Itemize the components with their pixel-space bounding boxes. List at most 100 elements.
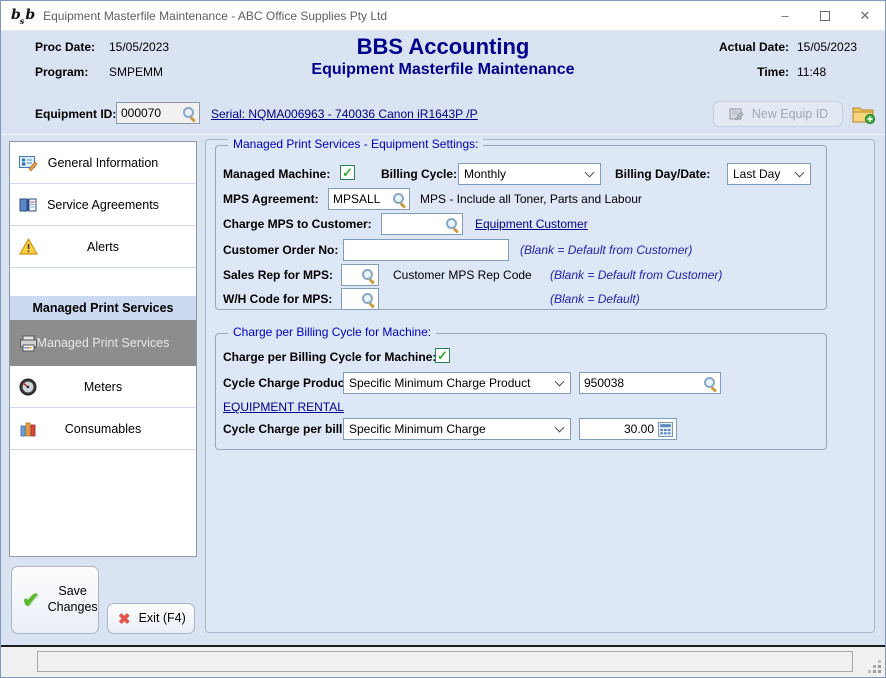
title-bar: bsb Equipment Masterfile Maintenance - A… xyxy=(1,1,885,31)
sidebar-nav: General Information Service Agreements xyxy=(9,141,197,557)
search-icon[interactable] xyxy=(361,292,375,306)
open-folder-button[interactable] xyxy=(851,102,877,126)
sidebar-item-label: Consumables xyxy=(64,421,142,436)
sidebar-item-consumables[interactable]: Consumables xyxy=(10,408,196,450)
sidebar-item-alerts[interactable]: Alerts xyxy=(10,226,196,268)
proc-date-label: Proc Date: xyxy=(35,40,96,54)
sidebar-item-managed-print-services[interactable]: Managed Print Services xyxy=(10,320,196,366)
maximize-icon xyxy=(820,10,830,21)
exit-label: Exit (F4) xyxy=(138,610,186,625)
proc-date-value: 15/05/2023 xyxy=(109,40,170,54)
search-icon[interactable] xyxy=(703,376,717,390)
sidebar-item-meters[interactable]: Meters xyxy=(10,366,196,408)
billing-day-select[interactable]: Last Day xyxy=(727,163,811,185)
sales-rep-hint: (Blank = Default from Customer) xyxy=(550,268,723,282)
customer-order-hint: (Blank = Default from Customer) xyxy=(520,243,693,257)
close-button[interactable]: ✕ xyxy=(845,1,885,30)
gauge-icon xyxy=(18,377,38,397)
sales-rep-desc: Customer MPS Rep Code xyxy=(393,268,532,282)
cycle-charge-product-select[interactable]: Specific Minimum Charge Product xyxy=(343,372,571,394)
customer-order-label: Customer Order No: xyxy=(223,243,339,257)
equipment-id-field[interactable] xyxy=(116,102,200,124)
cycle-charge-checkbox[interactable] xyxy=(435,348,450,363)
charge-mps-input[interactable] xyxy=(386,217,445,231)
equipment-customer-link[interactable]: Equipment Customer xyxy=(475,217,588,231)
time-label: Time: xyxy=(757,65,789,79)
sales-rep-input[interactable] xyxy=(346,268,361,282)
managed-machine-label: Managed Machine: xyxy=(223,167,331,181)
header-right: Actual Date: 15/05/2023 Time: 11:48 xyxy=(719,40,869,79)
sidebar-item-label: Service Agreements xyxy=(47,197,159,212)
actual-date-value: 15/05/2023 xyxy=(797,40,858,54)
sidebar-item-label: General Information xyxy=(47,155,159,170)
cycle-charge-per-bill-field[interactable] xyxy=(579,418,677,440)
time-value: 11:48 xyxy=(797,65,827,79)
charge-mps-field[interactable] xyxy=(381,213,463,235)
x-icon: ✖ xyxy=(118,610,131,628)
equipment-id-input[interactable] xyxy=(121,106,182,120)
program-value: SMPEMM xyxy=(109,65,163,79)
cycle-charge-per-bill-input[interactable] xyxy=(584,422,654,436)
serial-link[interactable]: Serial: NQMA006963 - 740036 Canon iR1643… xyxy=(211,107,478,121)
header-left: Proc Date: 15/05/2023 Program: SMPEMM xyxy=(35,40,169,79)
program-label: Program: xyxy=(35,65,89,79)
sidebar-item-general-information[interactable]: General Information xyxy=(10,142,196,184)
sidebar-section-label: Managed Print Services xyxy=(32,301,174,315)
mps-agreement-input[interactable] xyxy=(333,192,392,206)
minimize-icon: – xyxy=(781,8,789,23)
app-title: BBS Accounting xyxy=(356,34,530,59)
equipment-id-label: Equipment ID: xyxy=(35,107,117,121)
wh-code-input[interactable] xyxy=(346,292,361,306)
sidebar-section-header: Managed Print Services xyxy=(10,296,196,320)
chevron-down-icon xyxy=(554,422,565,432)
search-icon[interactable] xyxy=(182,106,196,120)
billing-day-label: Billing Day/Date: xyxy=(615,167,711,181)
maximize-button[interactable] xyxy=(805,1,845,30)
save-changes-button[interactable]: ✔ Save Changes xyxy=(11,566,99,634)
folder-add-icon xyxy=(852,107,876,124)
cycle-charge-per-bill-select[interactable]: Specific Minimum Charge xyxy=(343,418,571,440)
chevron-down-icon xyxy=(554,376,565,386)
mps-settings-group-title: Managed Print Services - Equipment Setti… xyxy=(228,137,484,151)
cycle-charge-product-label: Cycle Charge Product: xyxy=(223,376,353,390)
wh-code-field[interactable] xyxy=(341,288,379,310)
sidebar-item-label: Alerts xyxy=(87,239,119,254)
chevron-down-icon xyxy=(794,167,805,177)
edit-page-icon xyxy=(729,108,744,121)
charge-mps-label: Charge MPS to Customer: xyxy=(223,217,372,231)
cycle-charge-product-input[interactable] xyxy=(584,376,703,390)
actual-date-label: Actual Date: xyxy=(718,40,789,54)
mps-settings-group: Managed Print Services - Equipment Setti… xyxy=(215,137,827,310)
billing-cycle-value: Monthly xyxy=(464,167,507,181)
sidebar-item-service-agreements[interactable]: Service Agreements xyxy=(10,184,196,226)
id-card-icon xyxy=(18,153,38,173)
sidebar-filler xyxy=(10,450,196,556)
mps-agreement-field[interactable] xyxy=(328,188,410,210)
cycle-charge-product-field[interactable] xyxy=(579,372,721,394)
resize-grip-icon[interactable] xyxy=(868,660,881,673)
equipment-rental-link[interactable]: EQUIPMENT RENTAL xyxy=(223,400,344,414)
divider xyxy=(1,134,885,135)
divider xyxy=(1,645,885,647)
search-icon[interactable] xyxy=(361,268,375,282)
billing-cycle-label: Billing Cycle: xyxy=(381,167,458,181)
mps-agreement-desc: MPS - Include all Toner, Parts and Labou… xyxy=(420,192,642,206)
status-bar xyxy=(1,647,885,677)
cycle-charge-per-bill-label: Cycle Charge per bill: xyxy=(223,422,347,436)
billing-cycle-select[interactable]: Monthly xyxy=(458,163,601,185)
main-panel: Managed Print Services - Equipment Setti… xyxy=(205,137,875,633)
customer-order-input[interactable] xyxy=(348,243,505,257)
managed-machine-checkbox[interactable] xyxy=(340,165,355,180)
cycle-charge-per-bill-option: Specific Minimum Charge xyxy=(349,422,486,436)
search-icon[interactable] xyxy=(392,192,406,206)
check-icon: ✔ xyxy=(22,588,40,612)
customer-order-field[interactable] xyxy=(343,239,509,261)
calculator-icon[interactable] xyxy=(658,421,673,437)
exit-button[interactable]: ✖ Exit (F4) xyxy=(107,603,195,634)
minimize-button[interactable]: – xyxy=(765,1,805,30)
save-label-line1: Save xyxy=(58,584,87,599)
search-icon[interactable] xyxy=(445,217,459,231)
new-equip-id-button[interactable]: New Equip ID xyxy=(713,101,843,127)
sales-rep-field[interactable] xyxy=(341,264,379,286)
screen-title: Equipment Masterfile Maintenance xyxy=(311,61,575,78)
